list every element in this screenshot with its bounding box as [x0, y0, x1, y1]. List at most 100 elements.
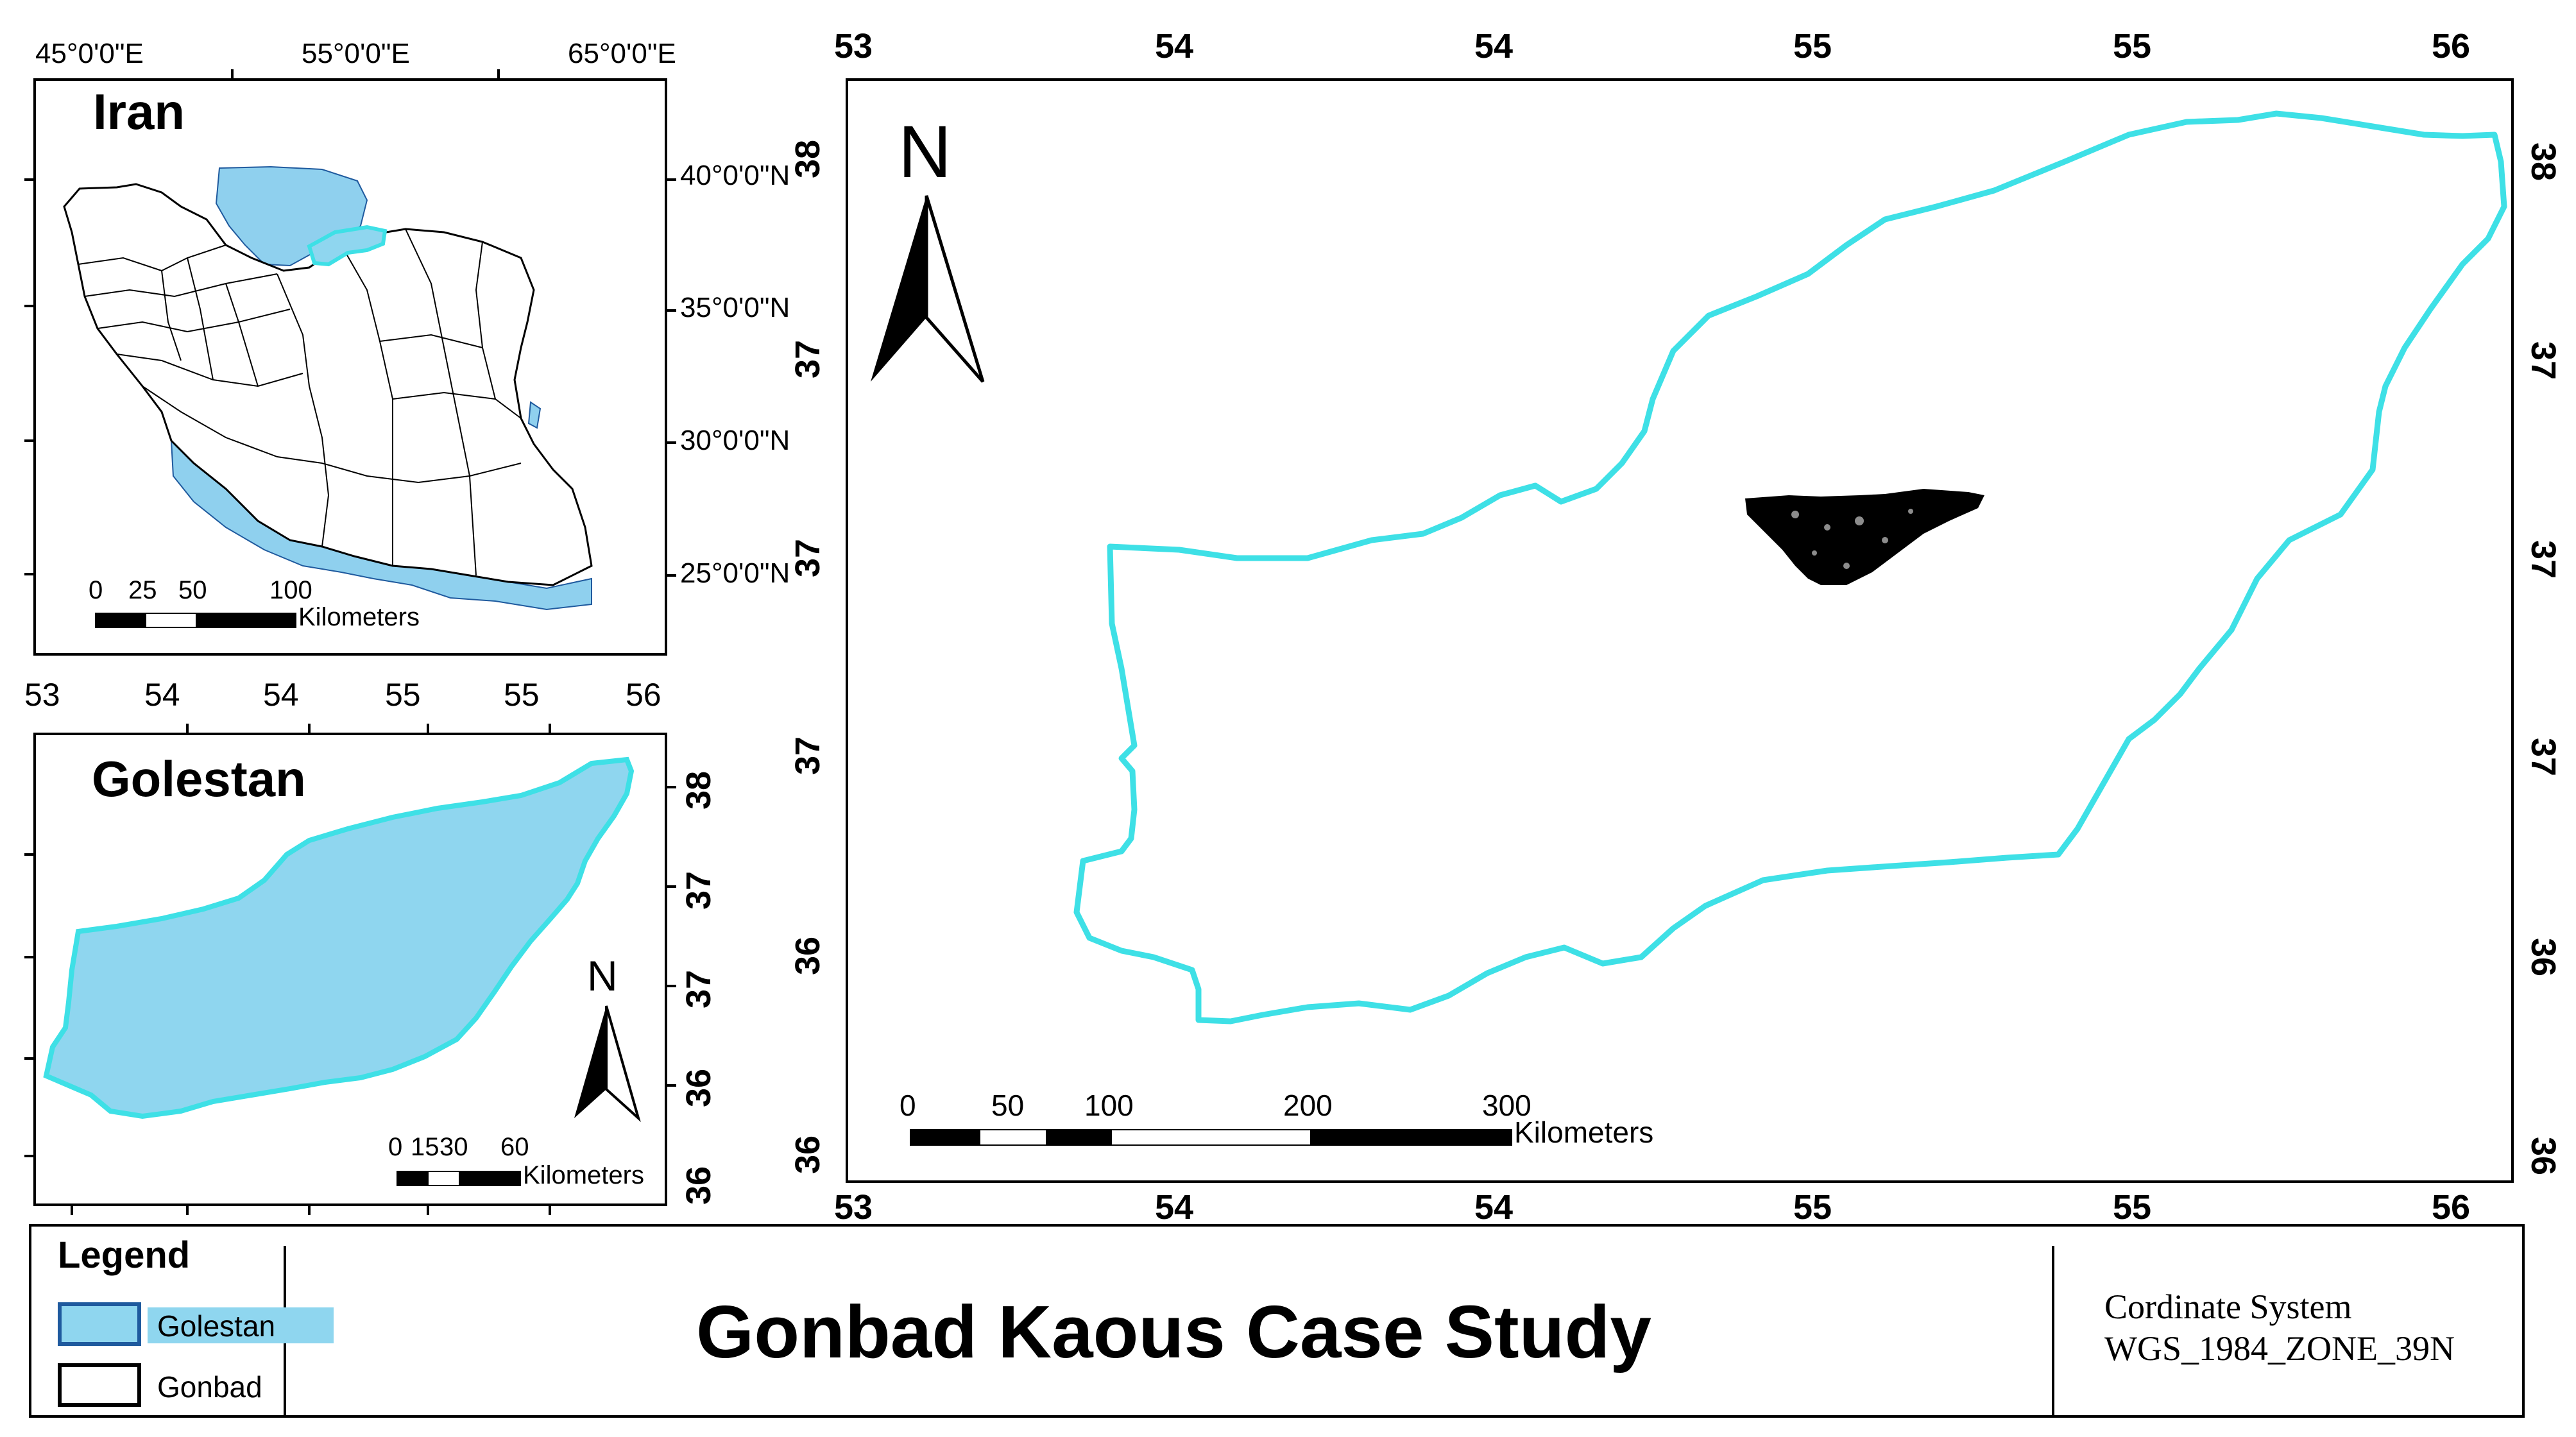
golestan-left-tick: [24, 1155, 33, 1157]
main-top-label-4: 55: [1793, 27, 1832, 65]
main-right-label-2: 37: [2524, 341, 2563, 380]
iran-right-label-1: 40°0'0"N: [680, 160, 790, 191]
main-top-label-3: 54: [1474, 27, 1514, 65]
main-right-label-4: 37: [2524, 738, 2563, 777]
golestan-scale-tick-15: 15: [411, 1133, 439, 1161]
iran-top-label-3: 65°0'0"E: [568, 38, 676, 69]
main-left-label-2: 37: [789, 339, 827, 378]
main-bottom-label-3: 54: [1474, 1188, 1514, 1227]
golestan-top-label-1: 53: [24, 677, 60, 713]
golestan-top-label-4: 55: [385, 677, 421, 713]
iran-right-tick: [667, 309, 676, 312]
iran-left-tick: [24, 305, 33, 307]
main-scale-tick-0: 0: [900, 1089, 916, 1122]
coordinate-divider: [2052, 1246, 2054, 1418]
iran-right-tick: [667, 441, 676, 444]
golestan-right-label-1: 38: [679, 770, 718, 810]
golestan-map: [43, 756, 635, 1119]
iran-right-tick: [667, 574, 676, 577]
golestan-left-tick: [24, 1057, 33, 1060]
iran-scale-unit: Kilometers: [298, 603, 420, 631]
main-north-arrow-icon: [871, 195, 985, 383]
golestan-top-tick: [427, 724, 429, 733]
main-top-label-1: 53: [834, 27, 873, 65]
map-title: Gonbad Kaous Case Study: [696, 1290, 1651, 1373]
main-scale-unit: Kilometers: [1514, 1116, 1654, 1149]
main-left-label-3: 37: [789, 538, 827, 577]
golestan-bottom-tick: [186, 1206, 189, 1215]
legend-title: Legend: [58, 1234, 191, 1276]
golestan-top-tick: [308, 724, 311, 733]
main-top-label-5: 55: [2113, 27, 2152, 65]
golestan-north-label: N: [587, 952, 618, 999]
golestan-province: [43, 756, 635, 1119]
golestan-top-tick: [549, 724, 551, 733]
golestan-scale-tick-30: 30: [439, 1133, 468, 1161]
main-bottom-label-5: 55: [2113, 1188, 2152, 1227]
gonbad-area: [1745, 489, 1984, 585]
iran-left-tick: [24, 178, 33, 181]
iran-scale-tick-100: 100: [269, 576, 312, 604]
golestan-right-tick: [667, 786, 676, 788]
main-scale-tick-100: 100: [1084, 1089, 1134, 1122]
golestan-top-label-6: 56: [626, 677, 661, 713]
golestan-right-tick: [667, 885, 676, 888]
iran-right-label-4: 25°0'0"N: [680, 557, 790, 589]
golestan-scale-tick-60: 60: [500, 1133, 529, 1161]
main-scale-tick-50: 50: [991, 1089, 1025, 1122]
main-left-label-5: 36: [789, 936, 827, 975]
main-bottom-label-2: 54: [1155, 1188, 1194, 1227]
main-map: [1073, 110, 2507, 1025]
golestan-bottom-tick: [427, 1206, 429, 1215]
main-scale-tick-200: 200: [1283, 1089, 1333, 1122]
iran-right-label-2: 35°0'0"N: [680, 292, 790, 323]
iran-right-tick: [667, 178, 676, 181]
golestan-left-tick: [24, 956, 33, 958]
golestan-bottom-tick: [308, 1206, 311, 1215]
iran-top-tick: [231, 69, 234, 78]
main-map-frame: [846, 78, 2514, 1183]
golestan-scale-unit: Kilometers: [523, 1161, 644, 1189]
golestan-top-label-2: 54: [144, 677, 180, 713]
iran-inset-title: Iran: [93, 83, 185, 140]
main-right-label-6: 36: [2524, 1137, 2563, 1176]
iran-top-tick: [497, 69, 500, 78]
coordinate-system-value: WGS_1984_ZONE_39N: [2104, 1329, 2455, 1368]
golestan-right-tick: [667, 1084, 676, 1087]
golestan-right-label-2: 37: [679, 871, 718, 910]
golestan-boundary: [1073, 110, 2507, 1025]
iran-left-tick: [24, 439, 33, 442]
golestan-top-tick: [186, 724, 189, 733]
main-top-label-2: 54: [1155, 27, 1194, 65]
legend-label-golestan: Golestan: [157, 1309, 276, 1343]
main-right-label-5: 36: [2524, 938, 2563, 977]
iran-map: [63, 166, 593, 611]
golestan-right-tick: [667, 985, 676, 987]
legend-panel-frame: [29, 1224, 2525, 1418]
main-bottom-label-6: 56: [2432, 1188, 2471, 1227]
golestan-highlight: [307, 225, 388, 267]
golestan-bottom-tick: [71, 1206, 73, 1215]
golestan-right-label-5: 36: [679, 1166, 718, 1205]
main-top-label-6: 56: [2432, 27, 2471, 65]
golestan-left-tick: [24, 853, 33, 856]
main-north-label: N: [898, 111, 952, 193]
golestan-inset-title: Golestan: [92, 751, 306, 807]
main-scale-tick-300: 300: [1482, 1089, 1531, 1122]
golestan-bottom-tick: [549, 1206, 551, 1215]
golestan-north-arrow-icon: [574, 1005, 641, 1123]
golestan-scale-tick-0: 0: [388, 1133, 403, 1161]
iran-top-label-1: 45°0'0"E: [35, 38, 144, 69]
main-bottom-label-1: 53: [834, 1188, 873, 1227]
coordinate-system-label: Cordinate System: [2104, 1288, 2352, 1326]
golestan-right-label-3: 37: [679, 969, 718, 1008]
golestan-scale-bar: [397, 1171, 521, 1186]
golestan-top-label-5: 55: [504, 677, 540, 713]
main-right-label-1: 38: [2524, 142, 2563, 182]
iran-scale-tick-50: 50: [178, 576, 207, 604]
iran-scale-tick-0: 0: [89, 576, 103, 604]
legend-label-gonbad: Gonbad: [157, 1370, 262, 1404]
main-left-label-6: 36: [789, 1135, 827, 1174]
iran-scale-bar: [95, 613, 296, 628]
iran-top-label-2: 55°0'0"E: [302, 38, 410, 69]
